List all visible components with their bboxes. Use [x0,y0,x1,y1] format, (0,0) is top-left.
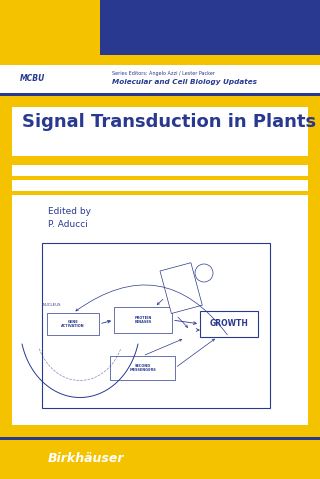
Text: GENE
ACTIVATION: GENE ACTIVATION [61,319,85,328]
Text: Birkhäuser: Birkhäuser [48,453,124,466]
Bar [100,0,320,55]
Bar [12,156,308,161]
Bar [12,180,308,191]
Text: Signal Transduction in Plants: Signal Transduction in Plants [22,113,316,131]
Bar [12,195,308,425]
Text: P. Aducci: P. Aducci [48,220,88,229]
Bar [12,103,308,161]
Text: Series Editors: Angelo Azzi / Lester Packer: Series Editors: Angelo Azzi / Lester Pac… [112,71,215,76]
Text: NUCLEUS: NUCLEUS [43,304,61,308]
Bar [47,313,99,335]
Bar [12,103,308,107]
Bar [114,307,172,333]
Text: PROTEIN
KINASES: PROTEIN KINASES [134,316,152,324]
Bar [0,65,320,93]
Text: Molecular and Cell Biology Updates: Molecular and Cell Biology Updates [112,79,257,85]
Text: Edited by: Edited by [48,207,91,216]
Bar [200,311,258,337]
Bar [0,93,320,96]
Bar [0,437,320,440]
Bar [12,165,308,176]
Bar [160,262,202,313]
Bar [110,356,175,380]
Text: SECOND
MESSENGERS: SECOND MESSENGERS [129,364,156,372]
Text: MCBU: MCBU [20,74,45,83]
Text: GROWTH: GROWTH [210,319,248,329]
Bar [42,243,270,408]
